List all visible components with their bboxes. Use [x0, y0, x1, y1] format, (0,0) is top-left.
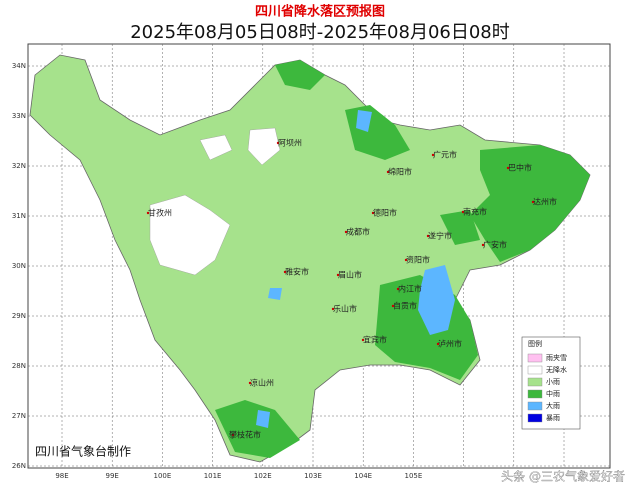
lon-label: 105E: [405, 472, 423, 480]
city-dot: [426, 234, 430, 238]
region-label: 遂宁市: [428, 231, 452, 241]
lat-label: 27N: [12, 412, 26, 420]
lat-label: 31N: [12, 212, 26, 220]
city-dot: [431, 153, 435, 157]
region-label: 乐山市: [333, 304, 357, 314]
city-dot: [336, 273, 340, 277]
lon-label: 101E: [204, 472, 222, 480]
legend-label: 小雨: [546, 377, 560, 386]
lon-label: 104E: [354, 472, 372, 480]
region-label: 广安市: [483, 240, 507, 250]
no-rain-areas: [149, 127, 281, 276]
city-dot: [248, 381, 252, 385]
lon-label: 103E: [304, 472, 322, 480]
city-dot: [396, 287, 400, 291]
region-label: 资阳市: [406, 255, 430, 265]
legend-label: 暴雨: [546, 414, 560, 422]
city-dot: [146, 211, 150, 215]
region-label: 南充市: [463, 207, 487, 217]
region-label: 内江市: [398, 284, 422, 294]
city-dot: [276, 141, 280, 145]
legend-label: 雨夹雪: [546, 353, 567, 362]
region-label: 达州市: [533, 197, 557, 207]
city-dot: [344, 230, 348, 234]
region-label: 攀枝花市: [229, 430, 261, 440]
city-dot: [386, 170, 390, 174]
city-dot: [404, 258, 408, 262]
lon-label: 99E: [106, 472, 119, 480]
title: 四川省降水落区预报图: [255, 4, 385, 20]
lat-label: 34N: [12, 62, 26, 70]
city-dot: [331, 307, 335, 311]
region-label: 巴中市: [508, 163, 532, 173]
city-dot: [436, 342, 440, 346]
region-label: 宜宾市: [363, 335, 387, 345]
region-label: 泸州市: [438, 339, 462, 349]
legend-title: 图例: [528, 339, 542, 348]
region-label: 阿坝州: [278, 139, 302, 148]
legend-swatch: [527, 401, 543, 411]
legend-label: 无降水: [546, 365, 567, 374]
region-label: 自贡市: [393, 301, 417, 311]
region-label: 成都市: [346, 227, 370, 237]
lon-label: 100E: [154, 472, 172, 480]
subtitle: 2025年08月05日08时-2025年08月06日08时: [130, 22, 510, 43]
lat-label: 33N: [12, 112, 26, 120]
city-dot: [283, 270, 287, 274]
lat-label: 29N: [12, 312, 26, 320]
city-dot: [371, 211, 375, 215]
lat-label: 28N: [12, 362, 26, 370]
legend-swatch: [527, 413, 543, 423]
region-label: 雅安市: [285, 267, 309, 277]
heavy-rain-areas: [256, 110, 455, 428]
legend-label: 中雨: [546, 389, 560, 398]
region-label: 广元市: [433, 150, 457, 160]
credit: 四川省气象台制作: [35, 444, 131, 459]
legend-label: 大雨: [546, 401, 560, 410]
watermark: 头条 @三农气象爱好者: [501, 469, 625, 484]
region-label: 绵阳市: [388, 167, 412, 177]
city-dot: [231, 433, 235, 437]
legend-swatch: [527, 365, 543, 375]
legend-swatch: [527, 377, 543, 387]
city-dot: [361, 338, 365, 342]
lat-label: 30N: [12, 262, 26, 270]
lon-label: 102E: [254, 472, 272, 480]
city-dot: [531, 200, 535, 204]
lat-label: 26N: [12, 462, 26, 470]
city-dot: [506, 166, 510, 170]
legend-swatch: [527, 389, 543, 399]
legend-swatch: [527, 353, 543, 363]
city-dot: [391, 304, 395, 308]
city-dot: [461, 210, 465, 214]
region-label: 眉山市: [338, 270, 362, 280]
lon-label: 98E: [55, 472, 68, 480]
region-label: 德阳市: [373, 208, 397, 218]
city-dot: [481, 243, 485, 247]
region-label: 甘孜州: [148, 208, 172, 218]
region-label: 凉山州: [250, 378, 274, 388]
lat-label: 32N: [12, 162, 26, 170]
